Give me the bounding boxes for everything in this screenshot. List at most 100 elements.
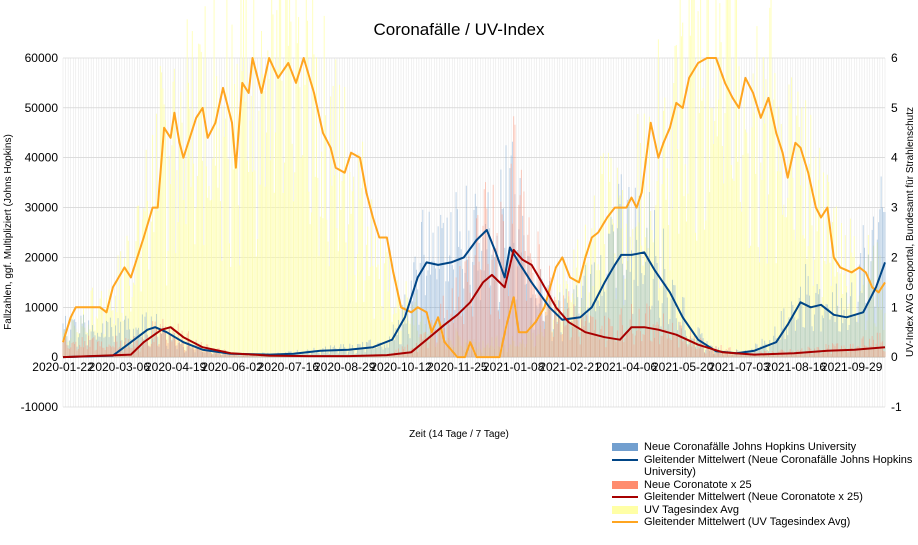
bar-2020-08-24: [337, 251, 339, 358]
bar-2020-07-08: [277, 69, 279, 358]
bar-2020-03-13: [127, 339, 129, 358]
bar-2021-03-23: [607, 233, 609, 358]
bar-2020-12-22: [491, 254, 493, 358]
bar-2020-02-19: [98, 340, 100, 358]
bar-2021-04-22: [646, 228, 648, 358]
bar-2020-08-02: [309, 224, 311, 358]
bar-2021-08-08: [784, 353, 786, 358]
bar-2021-04-16: [638, 222, 640, 358]
bar-2021-10-14: [870, 261, 872, 358]
bar-2020-10-24: [415, 269, 417, 358]
bar-2021-08-15: [793, 229, 795, 358]
bar-2021-02-16: [563, 312, 565, 358]
bar-2021-01-20: [528, 256, 530, 358]
bar-2020-03-01: [112, 345, 114, 358]
bar-2020-11-05: [431, 261, 433, 358]
bar-2020-05-22: [217, 353, 219, 358]
bar-2021-06-17: [718, 99, 720, 358]
bar-2020-09-19: [371, 349, 373, 358]
bar-2021-01-15: [522, 262, 524, 358]
bar-2021-01-04: [508, 347, 510, 358]
bar-2020-01-26: [67, 345, 69, 358]
bar-2021-09-30: [852, 317, 854, 358]
bar-2021-10-13: [869, 280, 871, 358]
bar-2021-03-02: [581, 319, 583, 358]
bar-2020-02-27: [108, 289, 110, 358]
bar-2021-10-11: [866, 346, 868, 358]
bar-2020-02-13: [90, 339, 92, 358]
bar-2021-07-28: [770, 0, 772, 358]
bar-2020-04-29: [187, 82, 189, 358]
bar-2020-05-21: [216, 349, 218, 358]
bar-2020-08-07: [316, 351, 317, 358]
bar-2020-03-11: [125, 271, 127, 358]
bar-2021-01-27: [537, 308, 539, 358]
bar-2020-10-01: [386, 252, 388, 358]
bar-2020-03-30: [149, 282, 151, 358]
bar-2021-07-09: [746, 132, 748, 358]
bar-2020-06-13: [245, 354, 247, 358]
bar-2020-11-27: [459, 231, 461, 358]
bar-2021-04-22: [646, 227, 648, 358]
y-tick-label: 40000: [25, 151, 59, 165]
bar-2021-02-25: [574, 306, 576, 358]
bar-2021-04-07: [627, 331, 629, 358]
bar-2021-08-23: [803, 354, 805, 358]
bar-2021-04-20: [643, 275, 645, 358]
bar-2020-08-16: [327, 241, 329, 358]
bar-2020-09-21: [373, 318, 375, 358]
bar-2020-05-18: [212, 354, 214, 358]
bar-2020-10-19: [409, 323, 411, 358]
bar-2020-09-20: [372, 356, 374, 358]
bar-2021-04-13: [634, 335, 636, 358]
bar-2021-06-10: [709, 350, 711, 358]
bar-2020-07-06: [275, 132, 277, 358]
bar-2020-06-22: [257, 356, 259, 358]
y-tick-label: 0: [51, 350, 58, 364]
bar-2021-09-24: [844, 318, 846, 358]
bar-2021-10-12: [867, 347, 869, 358]
bar-2021-08-29: [811, 354, 813, 358]
bar-2021-07-07: [743, 99, 745, 358]
bar-2020-12-31: [502, 208, 504, 358]
bar-2021-01-09: [514, 194, 516, 358]
bar-2021-05-20: [682, 296, 684, 358]
bar-2020-03-12: [126, 329, 128, 358]
bar-2021-02-25: [574, 298, 576, 358]
bar-2020-08-29: [344, 347, 346, 358]
bar-2021-10-02: [855, 349, 857, 358]
bar-2021-05-22: [684, 330, 686, 358]
bar-2021-05-02: [659, 288, 661, 358]
bar-2021-03-25: [610, 216, 612, 358]
bar-2020-02-09: [85, 345, 87, 358]
bar-2020-11-28: [460, 345, 462, 358]
bar-2021-09-07: [823, 318, 825, 358]
bar-2021-06-02: [698, 328, 700, 358]
bar-2021-03-25: [610, 158, 612, 358]
bar-2020-12-14: [481, 352, 483, 358]
bar-2020-06-29: [266, 132, 268, 358]
bar-2021-06-01: [697, 327, 699, 358]
bar-2021-09-22: [842, 323, 844, 358]
bar-2020-09-01: [348, 351, 350, 358]
bar-2020-04-06: [158, 344, 160, 358]
bar-2020-10-15: [404, 346, 406, 358]
bar-2020-12-11: [477, 348, 479, 358]
bar-2020-11-11: [438, 327, 440, 358]
bar-2021-08-22: [802, 353, 804, 358]
bar-2021-07-19: [759, 262, 761, 358]
bar-2020-05-27: [223, 350, 225, 358]
bar-2021-10-23: [881, 341, 883, 358]
bar-2021-03-29: [615, 299, 617, 358]
bar-2020-03-11: [125, 337, 127, 358]
bar-2020-05-20: [214, 349, 216, 358]
bar-2021-07-11: [748, 248, 750, 358]
bar-2020-10-16: [405, 323, 407, 358]
bar-2021-04-30: [656, 321, 658, 358]
bar-2020-10-02: [387, 291, 389, 358]
bar-2020-01-23: [63, 329, 65, 358]
bar-2021-04-01: [619, 195, 621, 358]
bar-2021-04-23: [647, 327, 649, 358]
bar-2020-10-09: [396, 335, 398, 358]
bar-2020-03-05: [117, 255, 119, 358]
